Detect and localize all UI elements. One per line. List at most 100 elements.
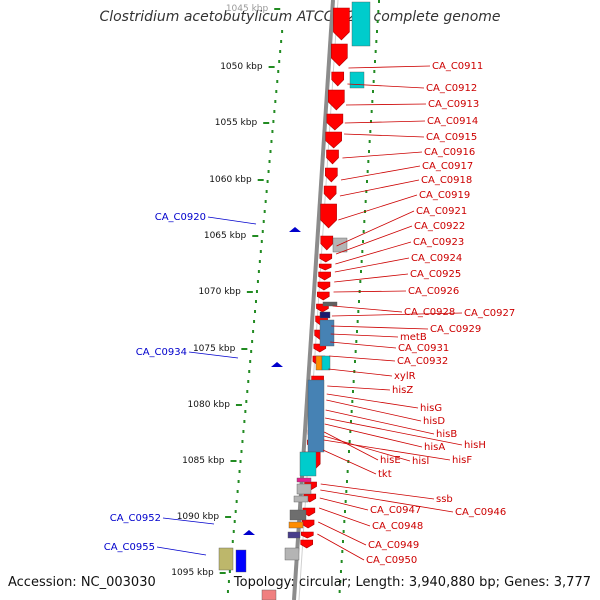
track-dot xyxy=(242,430,245,433)
left-gene-label: CA_C0920 xyxy=(155,212,206,223)
track-dot xyxy=(367,160,370,163)
scale-label: 1085 kbp xyxy=(182,456,225,466)
scale-labels: 1045 kbp 1050 kbp 1055 kbp 1060 kbp 1065 kbp… xyxy=(171,4,281,578)
track-dot xyxy=(263,210,266,213)
label-leader-lines xyxy=(156,65,463,561)
scale-label: 1080 kbp xyxy=(188,400,231,410)
track-dot xyxy=(251,340,254,343)
feature-block xyxy=(288,521,304,529)
track-dot xyxy=(365,180,368,183)
right-gene-label: CA_C0911 xyxy=(432,61,483,72)
track-dot xyxy=(349,430,352,433)
track-dot xyxy=(257,270,260,273)
leader-line xyxy=(326,393,419,409)
gene-features xyxy=(218,1,371,600)
track-dot xyxy=(363,220,366,223)
track-dot xyxy=(373,70,376,73)
leader-line xyxy=(342,151,423,159)
track-dot xyxy=(365,190,368,193)
track-dot xyxy=(371,100,374,103)
track-dot xyxy=(273,110,276,113)
track-dot xyxy=(227,580,230,583)
leader-line xyxy=(188,351,239,359)
feature-block xyxy=(261,589,277,600)
right-gene-label: CA_C0929 xyxy=(430,324,481,335)
right-gene-label: hisG xyxy=(420,403,442,414)
track-dot xyxy=(226,590,229,593)
gene-arrow xyxy=(317,281,331,291)
leader-line xyxy=(333,290,407,293)
leader-line xyxy=(156,546,207,556)
leader-line xyxy=(322,449,377,475)
leader-line xyxy=(326,399,422,422)
left-gene-label: CA_C0934 xyxy=(136,347,187,358)
feature-block xyxy=(315,355,323,371)
leader-line xyxy=(344,120,426,124)
track-dot xyxy=(247,380,250,383)
track-dot xyxy=(356,320,359,323)
track-dot xyxy=(246,390,249,393)
marker-triangle xyxy=(289,227,301,232)
track-dot xyxy=(276,80,279,83)
right-gene-label: hisF xyxy=(452,455,472,466)
scale-label: 1090 kbp xyxy=(177,512,220,522)
track-dot xyxy=(369,120,372,123)
scale-tick xyxy=(246,291,253,293)
marker-triangle xyxy=(243,530,255,535)
leader-line xyxy=(329,355,396,362)
feature-block xyxy=(296,483,312,495)
feature-block xyxy=(307,379,325,453)
leader-line xyxy=(335,225,413,255)
right-gene-label: CA_C0923 xyxy=(413,237,464,248)
scale-label: 1065 kbp xyxy=(204,231,247,241)
leader-line xyxy=(323,439,451,461)
track-dot xyxy=(248,370,251,373)
leader-line xyxy=(162,517,215,525)
feature-block xyxy=(332,237,348,253)
track-dot xyxy=(258,260,261,263)
track-dot xyxy=(272,120,275,123)
gene-arrow xyxy=(300,539,314,549)
leader-line xyxy=(331,312,463,317)
right-gene-label: CA_C0949 xyxy=(368,540,419,551)
track-dot xyxy=(277,70,280,73)
gene-arrow xyxy=(319,253,333,263)
track-dot xyxy=(376,20,379,23)
leader-line xyxy=(330,333,399,338)
track-dot xyxy=(343,520,346,523)
leader-line xyxy=(339,179,420,197)
right-gene-label: CA_C0932 xyxy=(397,356,448,367)
right-gene-label: CA_C0916 xyxy=(424,147,475,158)
track-dot xyxy=(268,160,271,163)
right-gene-label: CA_C0912 xyxy=(426,83,477,94)
feature-block xyxy=(287,531,301,539)
track-dot xyxy=(241,440,244,443)
track-dot xyxy=(369,130,372,133)
right-gene-label: CA_C0928 xyxy=(404,307,455,318)
feature-block xyxy=(293,495,309,503)
track-dot xyxy=(345,490,348,493)
feature-block xyxy=(299,451,317,477)
right-gene-label: CA_C0946 xyxy=(455,507,506,518)
left-gene-label: CA_C0952 xyxy=(110,513,161,524)
track-dot xyxy=(240,450,243,453)
gene-arrow xyxy=(331,43,348,67)
leader-line xyxy=(207,216,257,225)
scale-tick xyxy=(257,179,264,181)
track-dot xyxy=(280,40,283,43)
track-dot xyxy=(256,280,259,283)
track-dot xyxy=(357,310,360,313)
track-dot xyxy=(274,100,277,103)
track-dot xyxy=(265,190,268,193)
gene-arrow xyxy=(333,7,350,41)
leader-line xyxy=(330,341,397,349)
track-dot xyxy=(228,570,231,573)
right-gene-label: CA_C0921 xyxy=(416,206,467,217)
scale-label: 1095 kbp xyxy=(171,568,214,578)
marker-triangle xyxy=(271,362,283,367)
track-dot xyxy=(352,380,355,383)
feature-block xyxy=(284,547,300,561)
track-dot xyxy=(254,300,257,303)
track-dot xyxy=(275,90,278,93)
right-gene-label: tkt xyxy=(378,469,392,480)
